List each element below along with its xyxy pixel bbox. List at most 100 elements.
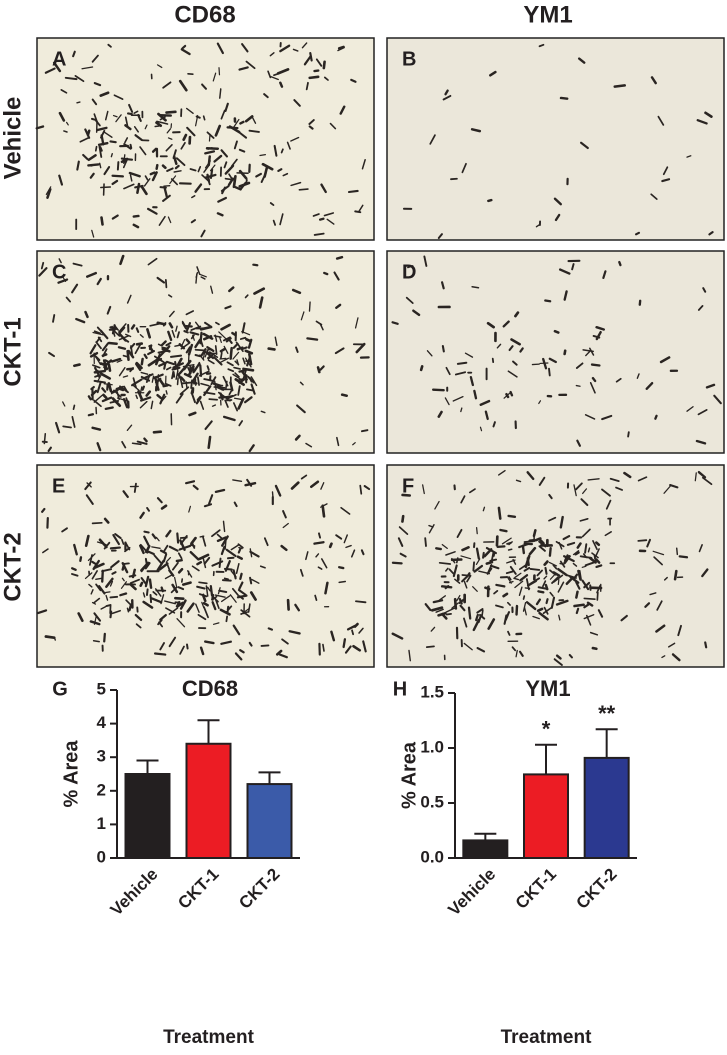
stained-cell xyxy=(231,348,232,358)
stained-cell xyxy=(119,388,123,389)
stained-cell xyxy=(247,389,253,390)
stained-cell xyxy=(299,189,307,190)
stained-cell xyxy=(134,216,139,217)
stained-cell xyxy=(421,366,422,370)
x-axis-label: Treatment xyxy=(163,1027,254,1048)
stained-cell xyxy=(95,375,99,376)
stained-cell xyxy=(356,601,366,602)
stained-cell xyxy=(131,145,132,148)
stained-cell xyxy=(309,302,310,311)
stained-cell xyxy=(102,571,103,582)
stained-cell xyxy=(250,578,251,584)
stained-cell xyxy=(175,598,183,599)
y-tick-label: 5 xyxy=(97,679,106,698)
stained-cell xyxy=(162,588,163,592)
stained-cell xyxy=(545,301,550,302)
stained-cell xyxy=(240,122,243,124)
stained-cell xyxy=(209,399,217,400)
stained-cell xyxy=(200,333,201,343)
stained-cell xyxy=(205,642,213,644)
y-tick-label: 2 xyxy=(97,780,106,799)
stained-cell xyxy=(91,387,93,389)
stained-cell xyxy=(472,129,480,131)
stained-cell xyxy=(166,391,167,394)
stained-cell xyxy=(106,592,110,593)
stained-cell xyxy=(330,544,331,547)
stained-cell xyxy=(472,287,478,288)
stained-cell xyxy=(182,382,193,383)
bar xyxy=(187,744,231,858)
stained-cell xyxy=(209,437,210,448)
micrograph: D xyxy=(387,251,724,453)
stained-cell xyxy=(323,645,324,651)
stained-cell xyxy=(109,343,117,344)
stained-cell xyxy=(208,148,212,149)
stained-cell xyxy=(111,548,120,549)
stained-cell xyxy=(574,605,583,606)
stained-cell xyxy=(137,344,142,345)
stained-cell xyxy=(240,574,241,579)
stained-cell xyxy=(105,360,108,361)
stained-cell xyxy=(558,580,559,585)
stained-cell xyxy=(315,234,324,235)
x-tick-label: CKT-1 xyxy=(174,865,222,913)
stained-cell xyxy=(500,530,506,531)
stained-cell xyxy=(324,62,325,68)
stained-cell xyxy=(74,405,75,409)
stained-cell xyxy=(177,534,178,543)
x-tick-label: CKT-2 xyxy=(572,865,620,913)
stained-cell xyxy=(319,533,320,537)
stained-cell xyxy=(523,546,524,553)
x-tick-label: Vehicle xyxy=(444,865,499,920)
stained-cell xyxy=(490,560,496,561)
stained-cell xyxy=(584,598,595,599)
stained-cell xyxy=(243,347,247,349)
stained-cell xyxy=(249,131,258,132)
stained-cell xyxy=(96,147,97,151)
stained-cell xyxy=(597,592,598,599)
stained-cell xyxy=(592,365,599,366)
stained-cell xyxy=(88,164,98,165)
y-tick-label: 1.0 xyxy=(420,737,444,756)
y-tick-label: 1 xyxy=(97,814,106,833)
stained-cell xyxy=(260,155,265,156)
stained-cell xyxy=(143,387,144,390)
stained-cell xyxy=(269,628,272,629)
stained-cell xyxy=(96,578,102,579)
stained-cell xyxy=(93,428,100,430)
stained-cell xyxy=(104,361,105,371)
stained-cell xyxy=(550,548,551,556)
stained-cell xyxy=(529,541,534,542)
stained-cell xyxy=(344,639,345,647)
stained-cell xyxy=(208,366,209,369)
y-tick-label: 4 xyxy=(97,713,107,732)
stained-cell xyxy=(596,565,601,566)
stained-cell xyxy=(555,331,558,332)
stained-cell xyxy=(499,508,500,519)
stained-cell xyxy=(178,374,180,377)
stained-cell xyxy=(209,134,210,141)
stained-cell xyxy=(113,176,123,177)
column-header: CD68 xyxy=(174,1,235,28)
column-header: YM1 xyxy=(523,1,572,28)
bar xyxy=(126,774,170,858)
stained-cell xyxy=(146,559,147,565)
stained-cell xyxy=(111,154,112,157)
stained-cell xyxy=(63,426,71,427)
stained-cell xyxy=(536,538,540,540)
stained-cell xyxy=(151,173,155,174)
stained-cell xyxy=(103,354,106,355)
stained-cell xyxy=(485,588,489,589)
stained-cell xyxy=(234,176,235,186)
stained-cell xyxy=(425,538,426,546)
stained-cell xyxy=(572,264,573,269)
stained-cell xyxy=(119,347,125,348)
stained-cell xyxy=(64,131,67,132)
stained-cell xyxy=(196,274,197,283)
stained-cell xyxy=(171,356,181,357)
stained-cell xyxy=(339,567,343,568)
stained-cell xyxy=(132,325,134,328)
stained-cell xyxy=(636,233,639,234)
stained-cell xyxy=(323,506,324,517)
stained-cell xyxy=(220,358,226,359)
